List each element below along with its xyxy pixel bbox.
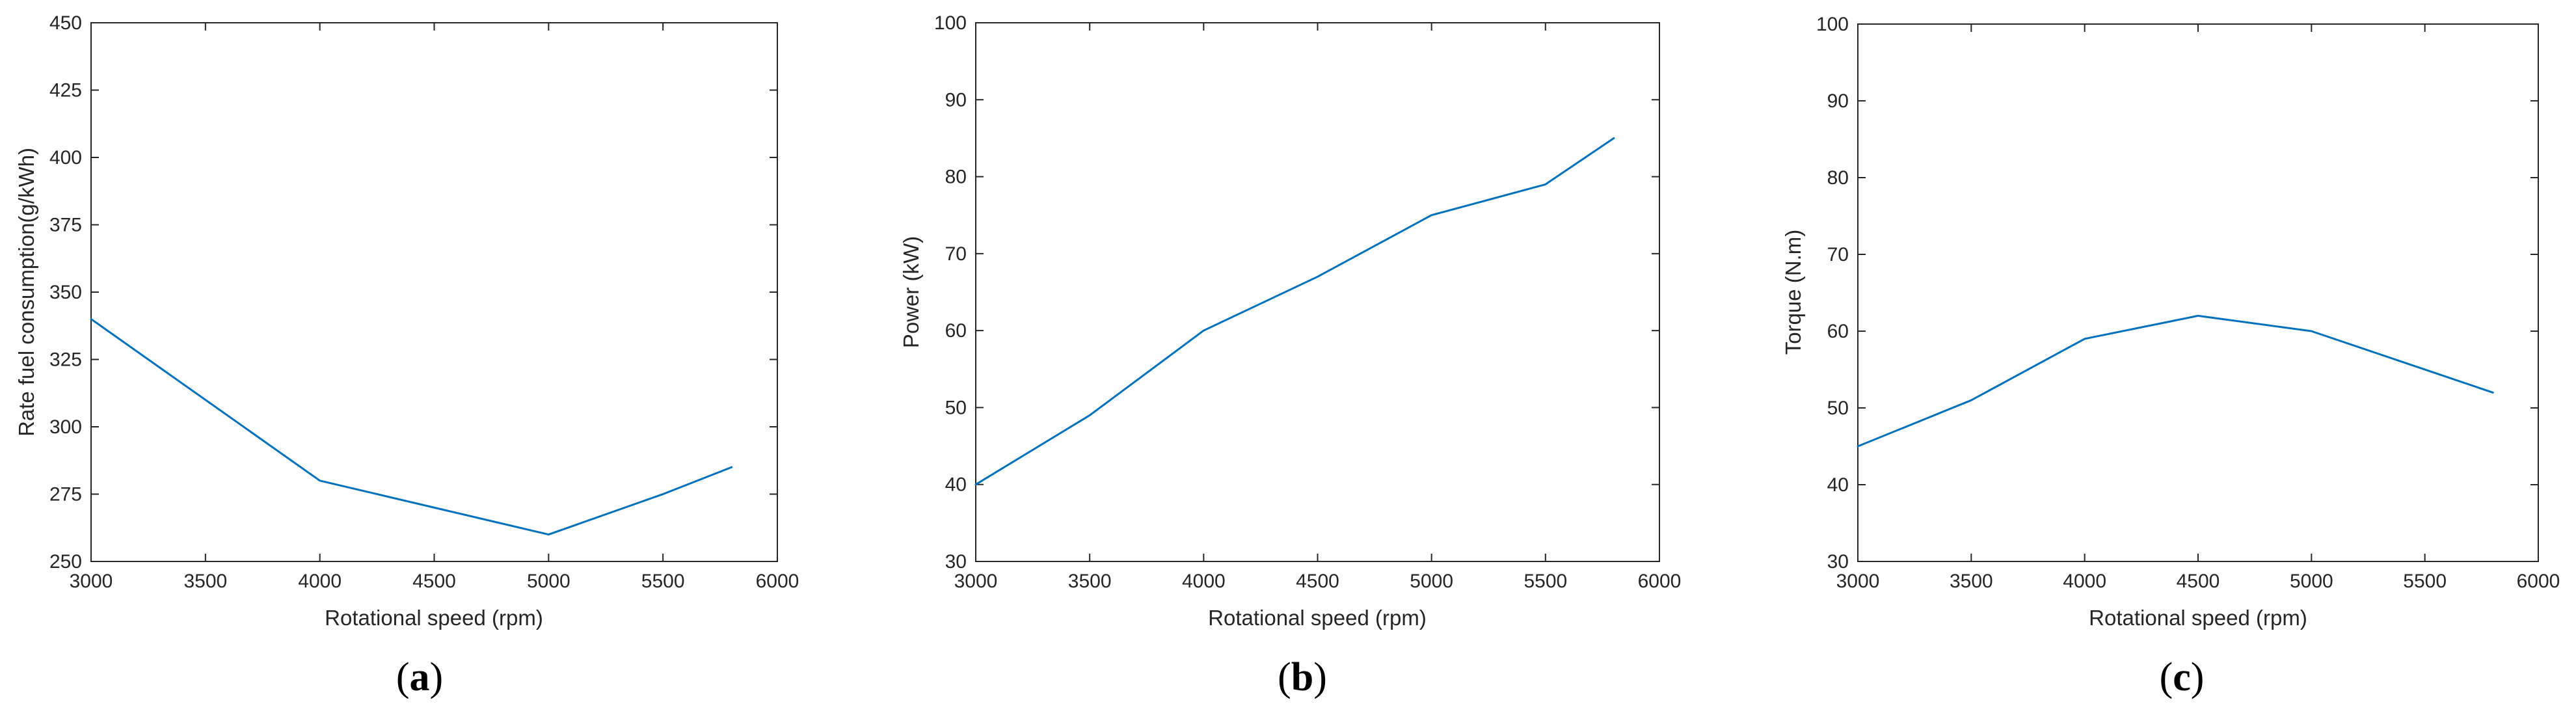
panel-letter-b: b xyxy=(1291,655,1313,699)
y-tick-label: 275 xyxy=(49,484,82,506)
x-tick-label: 6000 xyxy=(756,571,799,592)
x-tick-label: 5500 xyxy=(641,571,685,592)
y-tick-label: 450 xyxy=(49,12,82,34)
panel-c: 3000 3500 4000 4500 5000 5500 6000 30 40 50 60 70 80… xyxy=(1781,14,2560,699)
x-tick-label: 4500 xyxy=(412,571,456,592)
series-line-a xyxy=(90,317,733,536)
y-tick-label: 350 xyxy=(49,282,82,303)
panel-label-c: (c) xyxy=(2160,655,2205,699)
y-tick-label: 80 xyxy=(1827,167,1849,189)
x-tick-label: 3500 xyxy=(1950,571,1993,592)
panel-label-a: (a) xyxy=(396,655,443,699)
y-tick-label: 30 xyxy=(945,551,967,573)
x-axis-label-a: Rotational speed (rpm) xyxy=(325,606,543,630)
x-tick-label: 3500 xyxy=(183,571,227,592)
y-tick-label: 60 xyxy=(945,320,967,342)
x-tick-label: 3000 xyxy=(954,571,998,592)
y-tick-label: 400 xyxy=(49,147,82,169)
y-tick-label: 40 xyxy=(1827,474,1849,496)
x-tick-label: 5500 xyxy=(2403,571,2447,592)
x-tick-label: 4500 xyxy=(2177,571,2220,592)
x-tick-label: 6000 xyxy=(2517,571,2560,592)
x-axis-label-c: Rotational speed (rpm) xyxy=(2089,606,2307,630)
x-tick-label: 4500 xyxy=(1296,571,1339,592)
y-axis-label-c: Torque (N.m) xyxy=(1781,230,1805,355)
y-tick-label: 70 xyxy=(945,243,967,265)
x-tick-label: 5000 xyxy=(1410,571,1453,592)
panel-label-b: (b) xyxy=(1278,655,1327,699)
x-tick-label: 3500 xyxy=(1068,571,1112,592)
panel-a: 3000 3500 4000 4500 5000 5500 6000 250 275 300 325… xyxy=(14,12,799,699)
y-tick-label: 100 xyxy=(1816,14,1849,35)
x-tick-label: 3000 xyxy=(1836,571,1880,592)
plot-area-a xyxy=(90,22,778,562)
y-tick-label: 90 xyxy=(945,89,967,111)
y-tick-label: 50 xyxy=(1827,398,1849,419)
y-tick-label: 100 xyxy=(934,12,967,34)
y-tick-label: 90 xyxy=(1827,90,1849,112)
y-tick-label: 80 xyxy=(945,167,967,188)
series-line-c xyxy=(1857,314,2494,448)
y-tick-label: 30 xyxy=(1827,551,1849,573)
x-axis-label-b: Rotational speed (rpm) xyxy=(1208,606,1427,630)
x-tick-label: 5500 xyxy=(1523,571,1567,592)
panel-b: 3000 3500 4000 4500 5000 5500 6000 30 40 50 60 70 80… xyxy=(899,12,1681,699)
plot-area-c xyxy=(1857,23,2539,562)
ticks-c: 3000 3500 4000 4500 5000 5500 6000 30 40 50 60 70 80… xyxy=(1816,14,2560,592)
x-tick-label: 5000 xyxy=(527,571,570,592)
x-tick-label: 6000 xyxy=(1638,571,1682,592)
x-tick-label: 5000 xyxy=(2290,571,2333,592)
plot-area-b xyxy=(975,22,1660,562)
y-tick-label: 70 xyxy=(1827,244,1849,265)
y-tick-label: 50 xyxy=(945,397,967,418)
y-tick-label: 325 xyxy=(49,349,82,371)
y-tick-label: 300 xyxy=(49,416,82,438)
x-tick-label: 3000 xyxy=(70,571,113,592)
panel-letter-c: c xyxy=(2173,655,2191,699)
y-tick-label: 60 xyxy=(1827,321,1849,342)
y-tick-label: 250 xyxy=(49,551,82,573)
y-tick-label: 375 xyxy=(49,215,82,236)
y-tick-label: 425 xyxy=(49,80,82,101)
y-axis-label-a: Rate fuel consumption(g/kWh) xyxy=(14,148,38,437)
x-tick-label: 4000 xyxy=(298,571,342,592)
y-axis-label-b: Power (kW) xyxy=(899,236,923,348)
x-tick-label: 4000 xyxy=(1182,571,1226,592)
x-tick-label: 4000 xyxy=(2063,571,2106,592)
panel-letter-a: a xyxy=(410,655,430,699)
y-tick-label: 40 xyxy=(945,474,967,496)
ticks-b: 3000 3500 4000 4500 5000 5500 6000 30 40 50 60 70 80… xyxy=(934,12,1681,592)
series-line-b xyxy=(974,137,1615,486)
ticks-a: 3000 3500 4000 4500 5000 5500 6000 250 275 300 325… xyxy=(49,12,799,592)
